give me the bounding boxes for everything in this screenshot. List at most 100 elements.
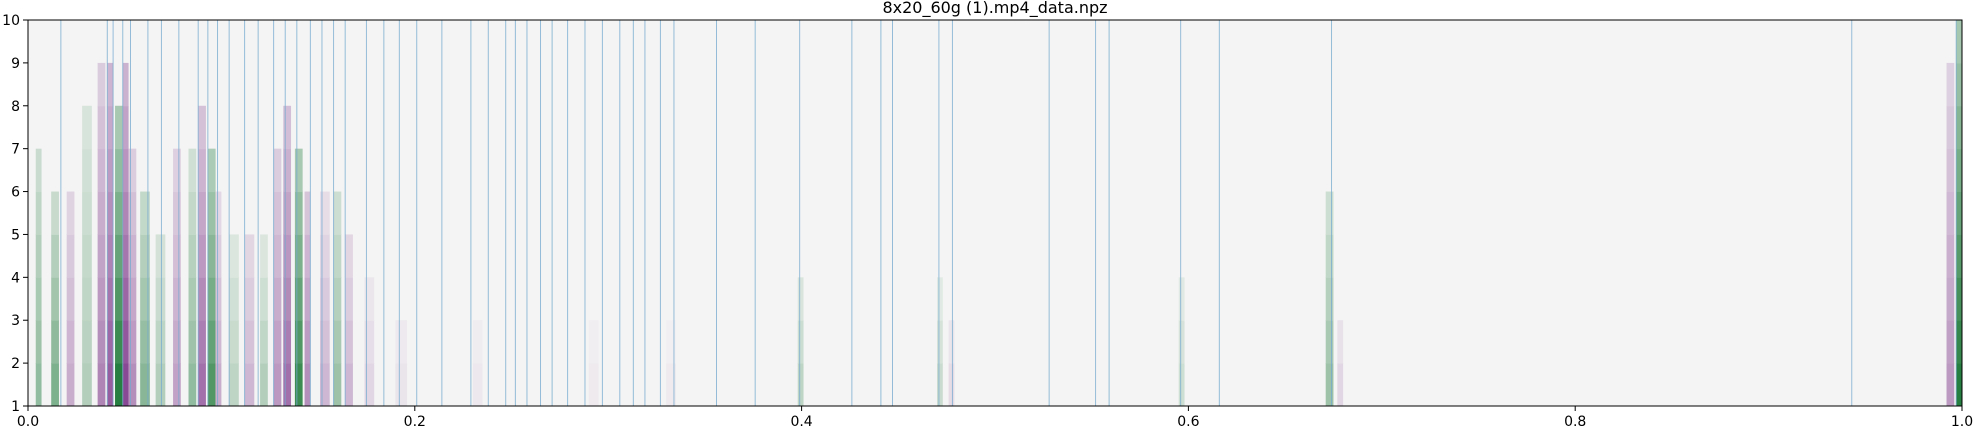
heatmap-cell (35, 320, 42, 364)
heatmap-cell (1956, 234, 1962, 278)
heatmap-cell (948, 363, 955, 407)
heatmap-cell (107, 148, 114, 193)
heatmap-cell (97, 277, 106, 321)
heatmap-cell (1956, 20, 1962, 64)
heatmap-cell (107, 363, 114, 407)
heatmap-bands (35, 20, 1962, 407)
heatmap-band (244, 234, 255, 407)
heatmap-cell (97, 105, 106, 150)
heatmap-cell (215, 320, 222, 364)
heatmap-band (666, 320, 676, 407)
heatmap-cell (97, 234, 106, 278)
heatmap-cell (188, 234, 197, 278)
heatmap-cell (66, 234, 75, 278)
heatmap-cell (97, 148, 106, 193)
heatmap-cell (82, 234, 92, 278)
heatmap-cell (122, 62, 129, 107)
x-axis: 0.0 0.2 0.4 0.6 0.8 1.0 (17, 406, 1973, 429)
y-tick-label: 8 (11, 99, 20, 115)
heatmap-cell (273, 234, 282, 278)
heatmap-cell (283, 105, 292, 150)
heatmap-cell (66, 363, 75, 407)
heatmap-band (173, 148, 181, 407)
heatmap-cell (1946, 320, 1955, 364)
heatmap-cell (304, 234, 311, 278)
heatmap-cell (188, 363, 197, 407)
heatmap-cell (207, 363, 216, 407)
heatmap-cell (207, 191, 216, 235)
heatmap-band (1178, 277, 1185, 407)
heatmap-band (333, 191, 342, 407)
heatmap-cell (128, 148, 137, 193)
heatmap-cell (35, 148, 42, 193)
heatmap-cell (1325, 277, 1334, 321)
heatmap-cell (1946, 105, 1955, 150)
heatmap-cell (155, 363, 166, 407)
heatmap-cell (1337, 363, 1344, 407)
heatmap-cell (188, 277, 197, 321)
heatmap-cell (198, 277, 206, 321)
heatmap-band (588, 320, 599, 407)
heatmap-cell (1946, 148, 1955, 193)
heatmap-cell (215, 277, 222, 321)
heatmap-cell (588, 363, 599, 407)
y-tick-label: 7 (11, 142, 20, 158)
heatmap-cell (283, 234, 292, 278)
heatmap-cell (345, 234, 353, 278)
heatmap-cell (294, 363, 303, 407)
heatmap-cell (1956, 277, 1962, 321)
heatmap-cell (320, 363, 330, 407)
heatmap-cell (107, 191, 114, 235)
y-tick-label: 10 (2, 13, 20, 29)
heatmap-cell (173, 148, 181, 193)
heatmap-cell (345, 320, 353, 364)
y-axis: 1 2 3 4 5 6 7 8 9 10 (2, 13, 28, 415)
heatmap-cell (273, 277, 282, 321)
heatmap-band (1946, 62, 1955, 407)
heatmap-cell (1956, 105, 1962, 150)
heatmap-band (82, 105, 92, 407)
heatmap-cell (948, 320, 955, 364)
heatmap-cell (198, 191, 206, 235)
heatmap-cell (198, 105, 206, 150)
heatmap-cell (260, 234, 268, 278)
heatmap-cell (198, 320, 206, 364)
heatmap-cell (666, 320, 676, 364)
heatmap-cell (273, 148, 282, 193)
heatmap-cell (51, 277, 59, 321)
heatmap-cell (51, 363, 59, 407)
heatmap-cell (207, 234, 216, 278)
heatmap-cell (128, 363, 137, 407)
heatmap-cell (188, 148, 197, 193)
heatmap-cell (273, 191, 282, 235)
heatmap-cell (215, 363, 222, 407)
heatmap-band (1956, 20, 1962, 407)
heatmap-cell (155, 234, 166, 278)
heatmap-band (1325, 191, 1334, 407)
heatmap-cell (333, 363, 342, 407)
heatmap-band (35, 148, 42, 407)
heatmap-cell (260, 277, 268, 321)
y-tick-label: 4 (11, 270, 20, 286)
heatmap-band (936, 277, 943, 407)
heatmap-cell (82, 148, 92, 193)
heatmap-cell (304, 320, 311, 364)
heatmap-cell (797, 277, 804, 321)
heatmap-cell (229, 363, 239, 407)
heatmap-cell (320, 320, 330, 364)
heatmap-cell (155, 277, 166, 321)
heatmap-cell (283, 191, 292, 235)
heatmap-cell (320, 234, 330, 278)
heatmap-cell (97, 62, 106, 107)
x-tick-label: 1.0 (1951, 414, 1973, 429)
heatmap-cell (173, 363, 181, 407)
heatmap-cell (198, 363, 206, 407)
heatmap-cell (35, 234, 42, 278)
heatmap-band (51, 191, 59, 407)
heatmap-cell (1956, 191, 1962, 235)
heatmap-cell (115, 105, 123, 150)
plot-background (28, 20, 1962, 406)
heatmap-cell (244, 363, 255, 407)
heatmap-cell (51, 320, 59, 364)
